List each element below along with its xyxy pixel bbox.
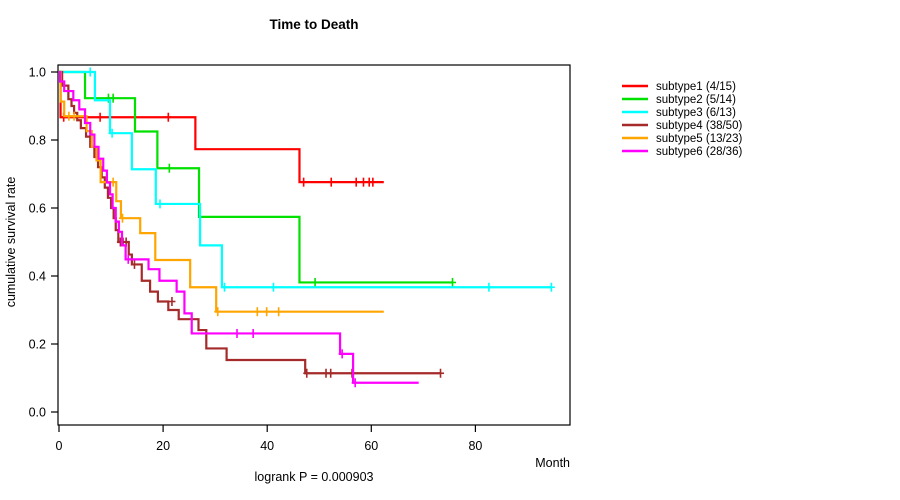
survival-curve — [59, 70, 453, 284]
legend-label: subtype4 (38/50) — [656, 120, 742, 132]
y-tick-label: 0.6 — [29, 202, 46, 216]
logrank-p-value: logrank P = 0.000903 — [254, 470, 374, 484]
x-tick-label: 40 — [260, 439, 274, 453]
survival-curve — [59, 70, 552, 289]
y-tick-label: 0.8 — [29, 134, 46, 148]
y-tick-label: 0.2 — [29, 338, 46, 352]
x-tick-label: 0 — [56, 439, 63, 453]
legend-label: subtype1 (4/15) — [656, 81, 736, 93]
legend-label: subtype2 (5/14) — [656, 94, 736, 106]
legend-label: subtype5 (13/23) — [656, 133, 742, 145]
plot-border — [57, 64, 571, 426]
survival-curve — [58, 70, 419, 384]
chart-title: Time to Death — [269, 17, 359, 32]
x-tick-label: 60 — [364, 439, 378, 453]
y-tick-label: 0.0 — [29, 406, 46, 420]
legend-label: subtype3 (6/13) — [656, 107, 736, 119]
survival-curve — [59, 70, 384, 184]
y-tick-label: 0.4 — [29, 270, 46, 284]
y-tick-label: 1.0 — [29, 66, 46, 80]
x-axis-label: Month — [535, 456, 570, 470]
x-tick-label: 20 — [156, 439, 170, 453]
y-axis-label: cumulative survival rate — [4, 176, 18, 308]
x-tick-label: 80 — [468, 439, 482, 453]
legend-label: subtype6 (28/36) — [656, 146, 742, 158]
